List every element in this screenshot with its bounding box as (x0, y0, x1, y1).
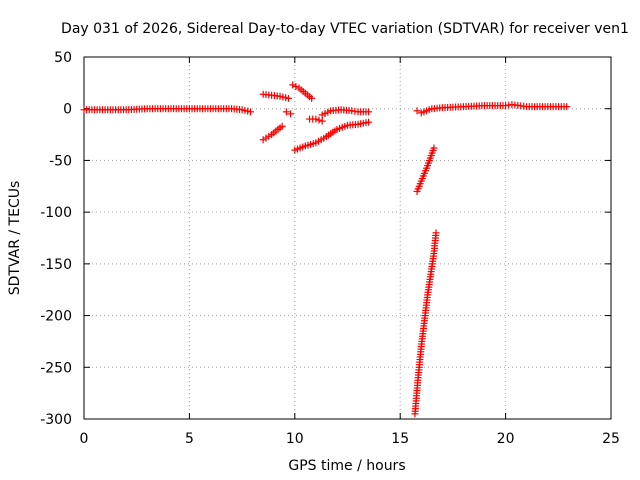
data-point (282, 108, 290, 116)
y-tick-label: -50 (49, 153, 72, 169)
y-tick-label: -100 (40, 205, 72, 221)
data-point (292, 82, 300, 90)
data-points (80, 81, 571, 418)
x-tick-label: 20 (497, 431, 515, 447)
data-point (430, 144, 438, 152)
plot-frame (83, 56, 612, 420)
y-tick-label: 50 (54, 50, 72, 66)
x-tick-label: 25 (602, 431, 620, 447)
data-point (413, 107, 421, 115)
x-tick-label: 0 (80, 431, 89, 447)
data-point (315, 116, 323, 124)
data-point (563, 103, 571, 111)
data-point (284, 94, 292, 102)
chart-title: Day 031 of 2026, Sidereal Day-to-day VTE… (61, 21, 629, 37)
data-point (278, 122, 286, 130)
y-tick-label: -250 (40, 360, 72, 376)
data-point (365, 118, 373, 126)
y-tick-label: 0 (63, 102, 72, 118)
y-tick-label: -300 (40, 412, 72, 428)
x-tick-label: 5 (185, 431, 194, 447)
data-point (318, 117, 326, 125)
x-axis-label: GPS time / hours (288, 458, 405, 474)
data-point (308, 94, 316, 102)
data-point (365, 108, 373, 116)
x-tick-label: 10 (286, 431, 304, 447)
x-tick-label: 15 (391, 431, 409, 447)
data-point (247, 108, 255, 116)
data-point (312, 115, 320, 123)
axis-ticks: 0 5 10 15 20 25 50 0 -50 -100 -150 -200 -250 -300 (40, 50, 620, 447)
data-point (287, 110, 295, 118)
grid-lines (84, 57, 611, 419)
data-point (432, 229, 440, 237)
data-point (289, 81, 297, 89)
y-tick-label: -150 (40, 257, 72, 273)
y-tick-label: -200 (40, 309, 72, 325)
y-axis-label: SDTVAR / TECUs (7, 181, 23, 296)
